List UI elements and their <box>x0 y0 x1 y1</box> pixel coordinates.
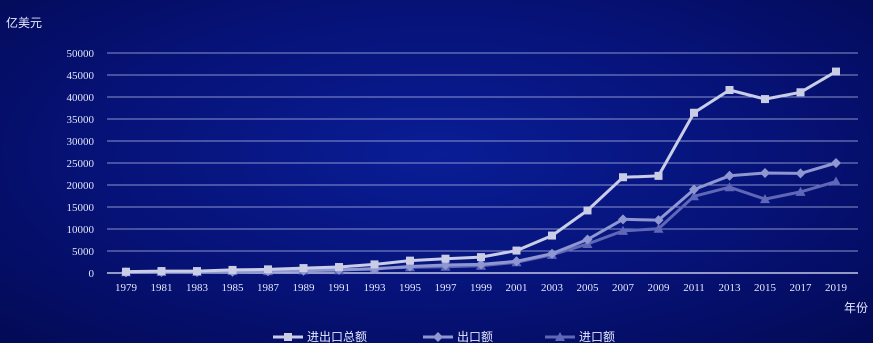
x-axis-label: 年份 <box>844 301 868 315</box>
data-point <box>582 234 593 245</box>
y-tick-label: 15000 <box>67 202 95 214</box>
x-tick-label: 1989 <box>293 282 316 294</box>
data-point <box>228 265 237 274</box>
y-tick-label: 0 <box>89 268 95 280</box>
data-point <box>335 263 343 272</box>
y-tick-labels: 0 5000 10000 15000 20000 25000 30000 35000 40000… <box>67 48 95 280</box>
legend-entry: 出口额 <box>457 330 493 343</box>
y-tick-label: 5000 <box>72 246 95 258</box>
y-tick-label: 45000 <box>67 70 95 82</box>
x-tick-label: 1995 <box>399 282 422 294</box>
data-point <box>689 184 699 195</box>
data-point <box>760 194 770 204</box>
data-point <box>724 170 735 181</box>
data-point <box>547 248 557 259</box>
data-point <box>548 231 556 240</box>
data-point <box>654 171 663 180</box>
y-tick-label: 20000 <box>67 180 95 192</box>
y-tick-label: 25000 <box>67 158 95 170</box>
legend-entry: 进出口总额 <box>307 330 367 343</box>
data-point <box>619 173 627 182</box>
data-point <box>795 168 806 179</box>
x-tick-label: 2015 <box>754 282 777 294</box>
data-point <box>653 223 664 233</box>
data-point <box>725 86 734 95</box>
data-point <box>795 186 806 196</box>
y-tick-label: 30000 <box>67 136 95 148</box>
data-point <box>618 214 628 225</box>
data-point <box>689 191 699 201</box>
data-point <box>724 182 735 192</box>
data-point <box>477 253 485 262</box>
data-point <box>476 259 486 270</box>
data-point <box>618 225 628 235</box>
legend: 进出口总额 出口额 进口额 <box>273 330 615 343</box>
x-tick-label: 2007 <box>612 282 635 294</box>
series-lines <box>121 67 841 278</box>
data-point <box>653 215 664 226</box>
y-tick-label: 40000 <box>67 92 95 104</box>
x-tick-label: 1985 <box>222 282 245 294</box>
x-tick-label: 2017 <box>790 282 813 294</box>
data-point <box>796 88 805 97</box>
data-point <box>690 108 698 117</box>
x-tick-label: 1981 <box>151 282 173 294</box>
y-tick-label: 10000 <box>67 224 95 236</box>
x-tick-label: 1979 <box>115 282 138 294</box>
data-point <box>831 176 841 186</box>
x-tick-label: 2003 <box>541 282 564 294</box>
x-tick-label: 2009 <box>648 282 671 294</box>
data-point <box>583 206 592 215</box>
data-point <box>370 260 379 269</box>
legend-marker <box>433 332 443 342</box>
data-point <box>832 67 840 76</box>
x-tick-label: 1999 <box>470 282 493 294</box>
x-tick-label: 2019 <box>825 282 848 294</box>
data-point <box>441 254 450 263</box>
y-axis-label: 亿美元 <box>6 15 42 30</box>
x-tick-label: 2013 <box>719 282 742 294</box>
data-point <box>264 265 272 274</box>
x-tick-label: 2011 <box>683 282 705 294</box>
x-tick-label: 1991 <box>328 282 350 294</box>
x-tick-label: 1993 <box>364 282 387 294</box>
x-tick-label: 1987 <box>257 282 280 294</box>
legend-marker <box>284 333 292 341</box>
gridlines <box>107 52 858 274</box>
data-point <box>157 267 166 276</box>
data-point <box>760 167 770 178</box>
y-tick-label: 50000 <box>67 48 95 60</box>
data-point <box>512 246 521 255</box>
legend-marker <box>555 332 565 341</box>
data-point <box>299 264 308 273</box>
data-point <box>831 158 841 169</box>
x-tick-label: 2005 <box>577 282 600 294</box>
data-point <box>193 267 201 276</box>
y-tick-label: 35000 <box>67 114 95 126</box>
data-point <box>122 267 130 276</box>
x-tick-label: 1997 <box>435 282 458 294</box>
x-tick-labels: 1979 1981 1983 1985 1987 1989 1991 1993 1995 1997… <box>115 282 848 294</box>
legend-entry: 进口额 <box>579 330 615 343</box>
x-tick-label: 1983 <box>186 282 209 294</box>
data-point <box>511 256 522 267</box>
data-point <box>761 95 769 104</box>
x-tick-label: 2001 <box>506 282 528 294</box>
data-point <box>406 256 414 265</box>
